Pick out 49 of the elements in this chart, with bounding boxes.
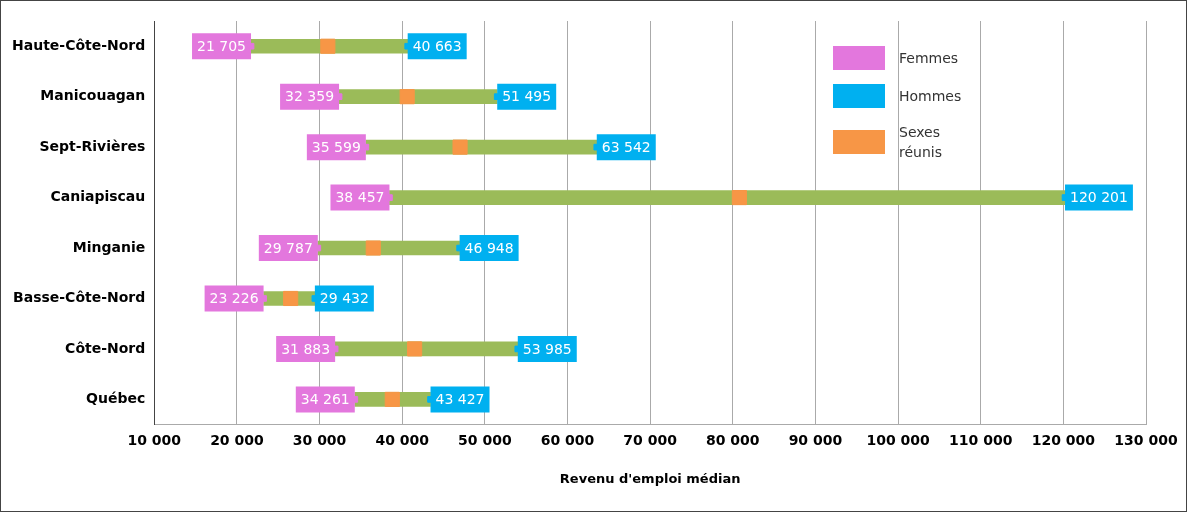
legend-label: Femmes xyxy=(899,49,960,68)
y-tick-label: Haute-Côte-Nord xyxy=(12,36,146,53)
point xyxy=(384,391,400,407)
data-label: 31 883 xyxy=(281,340,331,357)
x-tick-label: 70 000 xyxy=(623,431,678,448)
y-tick-label: Manicouagan xyxy=(40,87,146,104)
y-tick-label: Côte-Nord xyxy=(65,339,146,356)
point xyxy=(399,89,415,105)
x-tick-label: 40 000 xyxy=(375,431,430,448)
data-label: 21 705 xyxy=(197,37,247,54)
x-tick-label: 120 000 xyxy=(1031,431,1096,448)
x-tick-label: 20 000 xyxy=(210,431,264,448)
data-label: 43 427 xyxy=(435,391,485,408)
data-label: 29 787 xyxy=(263,239,313,256)
y-tick-label: Minganie xyxy=(72,238,146,255)
x-tick-label: 30 000 xyxy=(292,431,347,448)
point xyxy=(452,139,468,155)
data-label: 32 359 xyxy=(285,88,335,105)
x-tick-label: 110 000 xyxy=(949,431,1013,448)
y-tick-label: Caniapiscau xyxy=(50,188,146,205)
data-label: 23 226 xyxy=(209,290,259,307)
x-tick-label: 60 000 xyxy=(540,431,595,448)
y-tick-label: Basse-Côte-Nord xyxy=(13,289,146,306)
data-label: 34 261 xyxy=(300,391,350,408)
x-tick-label: 100 000 xyxy=(866,431,930,448)
data-label: 40 663 xyxy=(412,37,462,54)
data-label: 51 495 xyxy=(502,88,552,105)
legend-label: Sexes réunis xyxy=(899,123,943,162)
x-tick-label: 90 000 xyxy=(788,431,843,448)
x-tick-label: 50 000 xyxy=(458,431,512,448)
point xyxy=(731,190,747,206)
point xyxy=(407,341,423,357)
data-label: 120 201 xyxy=(1070,189,1128,206)
point xyxy=(283,290,299,307)
data-label: 38 457 xyxy=(335,189,385,206)
x-tick-label: 130 000 xyxy=(1114,431,1178,448)
point xyxy=(365,240,381,256)
data-label: 53 985 xyxy=(522,340,572,357)
data-label: 29 432 xyxy=(319,290,369,307)
y-tick-label: Sept-Rivières xyxy=(39,137,146,154)
y-tick-label: Québec xyxy=(86,390,146,407)
data-label: 46 948 xyxy=(464,239,514,256)
x-axis-title: Revenu d'emploi médian xyxy=(559,470,741,486)
data-label: 63 542 xyxy=(601,138,651,155)
point xyxy=(320,38,336,54)
x-tick-label: 10 000 xyxy=(127,431,182,448)
x-tick-label: 80 000 xyxy=(705,431,760,448)
data-label: 35 599 xyxy=(311,138,361,155)
legend-label: Hommes xyxy=(899,87,963,106)
